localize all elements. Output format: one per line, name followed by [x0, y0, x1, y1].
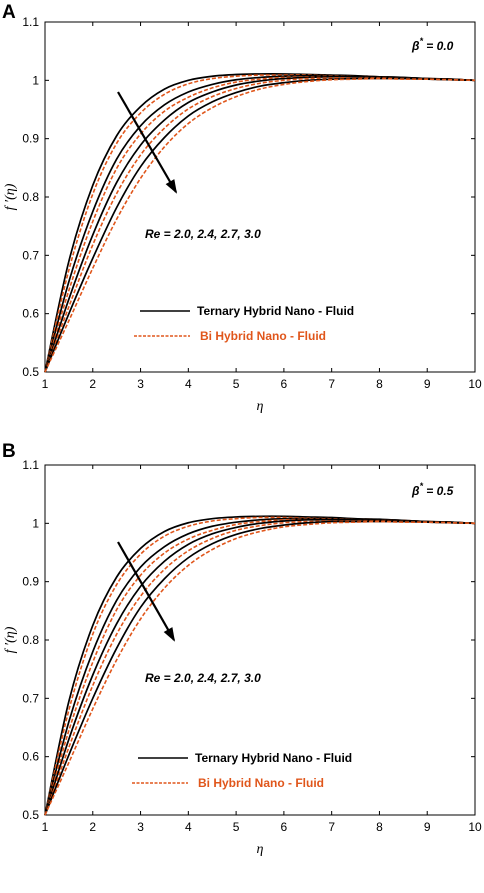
series-bi-re-2-4 [44, 518, 476, 816]
beta-annotation: β* = 0.0 [411, 36, 454, 53]
series-bi-re-2-4 [44, 75, 476, 373]
y-tick-label: 1.1 [22, 458, 39, 472]
series-bi-re-2-7 [44, 520, 476, 816]
x-axis-label: η [257, 399, 264, 414]
series-bi-re-3 [44, 77, 476, 373]
x-tick-label: 9 [424, 820, 431, 834]
trend-arrow-head [165, 179, 178, 194]
x-tick-label: 2 [89, 820, 96, 834]
x-tick-label: 6 [281, 820, 288, 834]
series-ternary-re-2-7 [44, 75, 476, 373]
x-tick-label: 10 [468, 820, 482, 834]
panel-letter: A [2, 2, 16, 23]
y-tick-label: 1.1 [22, 15, 39, 29]
panel-letter: B [2, 441, 16, 462]
trend-arrow [117, 541, 175, 642]
series-bi-re-3 [44, 520, 476, 816]
series-ternary-re-2-4 [44, 517, 476, 816]
x-tick-label: 8 [376, 820, 383, 834]
beta-annotation: β* = 0.5 [411, 481, 454, 498]
y-tick-label: 0.5 [22, 808, 39, 822]
y-tick-label: 1 [32, 73, 39, 87]
x-tick-label: 1 [42, 820, 49, 834]
y-tick-label: 0.9 [22, 575, 39, 589]
legend: Ternary Hybrid Nano - Fluid Bi Hybrid Nan… [134, 304, 354, 343]
y-tick-label: 0.7 [22, 248, 39, 262]
legend-label-ternary: Ternary Hybrid Nano - Fluid [197, 304, 354, 318]
legend-label-bi: Bi Hybrid Nano - Fluid [200, 329, 326, 343]
series-ternary-re-2-7 [44, 518, 476, 816]
y-axis-label: f ′(η) [3, 183, 18, 210]
y-tick-label: 1 [32, 516, 39, 530]
x-tick-label: 8 [376, 377, 383, 391]
legend: Ternary Hybrid Nano - Fluid Bi Hybrid Nan… [132, 751, 352, 790]
series-ternary-re-3 [44, 520, 476, 816]
x-tick-label: 2 [89, 377, 96, 391]
legend-label-ternary: Ternary Hybrid Nano - Fluid [195, 751, 352, 765]
panel-B: B 1 2 3 4 5 6 7 8 9 10 0.5 0.6 0.7 0.8 0.9 1 1.1 η f ′(η) Re… [2, 441, 482, 857]
series-bi-re-2-7 [44, 77, 476, 373]
legend-label-bi: Bi Hybrid Nano - Fluid [198, 776, 324, 790]
y-axis-label: f ′(η) [3, 626, 18, 653]
y-tick-label: 0.6 [22, 750, 39, 764]
x-tick-label: 4 [185, 377, 192, 391]
trend-arrow [117, 91, 178, 194]
x-tick-label: 7 [328, 377, 335, 391]
x-tick-label: 10 [468, 377, 482, 391]
y-tick-label: 0.5 [22, 365, 39, 379]
x-tick-label: 3 [137, 820, 144, 834]
series-bi-re-2 [44, 516, 476, 816]
x-tick-label: 4 [185, 820, 192, 834]
x-tick-label: 9 [424, 377, 431, 391]
series-bi-re-2 [44, 74, 476, 373]
trend-arrow-head [163, 627, 175, 642]
trend-arrow-shaft [117, 541, 175, 641]
x-tick-label: 7 [328, 820, 335, 834]
x-tick-label: 6 [281, 377, 288, 391]
y-tick-label: 0.7 [22, 691, 39, 705]
y-tick-label: 0.6 [22, 307, 39, 321]
x-axis-label: η [257, 842, 264, 857]
x-tick-label: 5 [233, 820, 240, 834]
x-tick-label: 1 [42, 377, 49, 391]
y-tick-label: 0.9 [22, 132, 39, 146]
y-tick-label: 0.8 [22, 190, 39, 204]
y-tick-label: 0.8 [22, 633, 39, 647]
panel-A: A 1 2 3 4 5 6 7 8 9 10 0.5 0.6 0.7 0.8 0.9 1 1.1 η f ′(η) Re… [2, 2, 482, 414]
x-tick-label: 3 [137, 377, 144, 391]
x-tick-label: 5 [233, 377, 240, 391]
series-ternary-re-3 [44, 77, 476, 373]
re-annotation: Re = 2.0, 2.4, 2.7, 3.0 [145, 227, 261, 241]
series-ternary-re-2 [44, 515, 476, 816]
re-annotation: Re = 2.0, 2.4, 2.7, 3.0 [145, 671, 261, 685]
trend-arrow-shaft [117, 91, 177, 193]
